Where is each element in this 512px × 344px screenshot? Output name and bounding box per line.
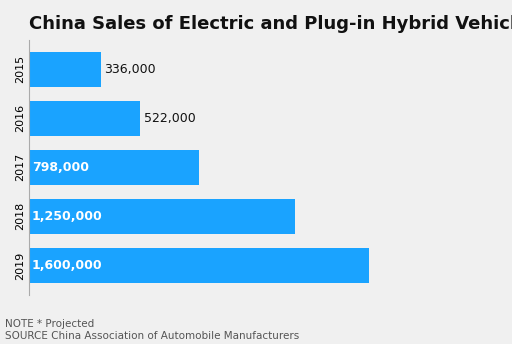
Text: 1,600,000: 1,600,000 bbox=[32, 259, 102, 272]
Text: 798,000: 798,000 bbox=[32, 161, 89, 174]
Text: NOTE * Projected
SOURCE China Association of Automobile Manufacturers: NOTE * Projected SOURCE China Associatio… bbox=[5, 319, 300, 341]
Text: China Sales of Electric and Plug-in Hybrid Vehicles: China Sales of Electric and Plug-in Hybr… bbox=[29, 15, 512, 33]
Text: 522,000: 522,000 bbox=[144, 112, 196, 125]
Bar bbox=[29, 248, 370, 283]
Bar bbox=[29, 199, 295, 234]
Text: 1,250,000: 1,250,000 bbox=[32, 210, 102, 223]
Bar bbox=[29, 101, 140, 136]
Bar bbox=[29, 52, 101, 87]
Bar bbox=[29, 150, 199, 185]
Text: 336,000: 336,000 bbox=[104, 63, 156, 76]
